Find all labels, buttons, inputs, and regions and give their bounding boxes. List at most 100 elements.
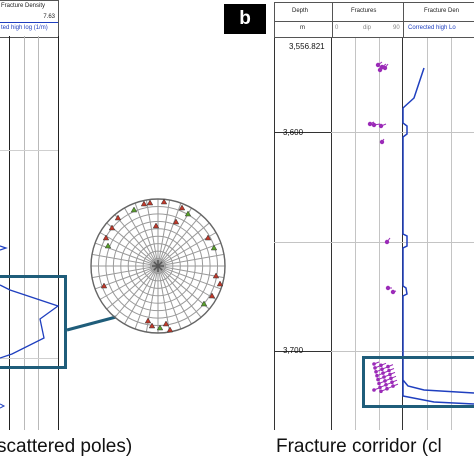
stereonet-spoke <box>124 265 159 325</box>
panel-a-highlight-box <box>0 275 67 369</box>
panel-a-density-lower <box>0 403 6 409</box>
panel-b-units-row: m 0 dip 90 Corrected high Lo <box>274 21 474 38</box>
fracture-density-unit-cell: Corrected high Lo <box>404 21 474 37</box>
fracture-tadpole <box>375 62 381 68</box>
panel-a-header-rule <box>0 22 58 23</box>
stereonet-center-star <box>152 260 164 272</box>
stereonet-pole <box>130 206 138 213</box>
fracture-tadpole <box>373 366 377 370</box>
fracture-tadpole <box>379 139 385 145</box>
stereonet-spoke <box>157 265 210 310</box>
stereonet-pole <box>114 214 122 221</box>
stereonet-spoke <box>91 253 159 267</box>
stereonet-plot <box>90 198 226 334</box>
depth-label-3600: 3,600 <box>283 128 304 137</box>
stereonet-pole <box>172 218 180 225</box>
panel-b-caption: Fracture corridor (cl <box>276 436 442 457</box>
stereonet-spoke <box>157 265 225 279</box>
fracture-tadpole <box>382 65 388 71</box>
stereonet-pole <box>178 204 186 211</box>
fracture-density-header-cell: Fracture Den <box>404 3 474 21</box>
panel-a-caption: scattered poles) <box>0 436 133 457</box>
fracture-tadpole <box>367 121 373 127</box>
fractures-unit-min: 0 <box>335 25 339 31</box>
stereonet-spoke <box>157 265 217 300</box>
stereonet-pole <box>148 322 156 329</box>
stereonet-spoke <box>106 222 159 267</box>
stereonet-spoke <box>91 265 159 279</box>
depth-label-top: 3,556.821 <box>289 42 325 51</box>
stereonet-pole <box>108 224 116 231</box>
fracture-tadpole <box>377 381 381 386</box>
stereonet-spoke <box>124 207 159 267</box>
fractures-unit-mid: dip <box>363 25 372 31</box>
stereonet-spoke <box>134 265 159 330</box>
fracture-tadpole <box>379 389 383 394</box>
stereonet-spoke <box>145 199 159 267</box>
fracture-corridor-highlight-box <box>362 356 474 408</box>
stereonet-pole <box>144 317 152 324</box>
stereonet-pole <box>156 324 164 331</box>
fracture-density-header-label: Fracture Den <box>424 8 460 14</box>
stereonet-pole <box>208 292 216 299</box>
stereonet-spoke <box>134 202 159 267</box>
stereonet-spoke <box>157 265 222 290</box>
stereonet-pole <box>204 234 212 241</box>
stereonet-star-ray <box>153 261 163 271</box>
stereonet-pole <box>184 210 192 217</box>
fracture-tadpole <box>374 370 378 374</box>
stereonet-pole <box>146 199 154 206</box>
panel-a-header: Fracture Density 7.63 ted high log (1/m) <box>0 0 59 38</box>
panel-a-header-value: 7.63 <box>43 14 55 20</box>
fracture-tadpole <box>376 377 380 382</box>
depth-header-cell: Depth <box>275 3 333 21</box>
stereonet-spoke <box>157 265 202 318</box>
fractures-unit-cell: 0 dip 90 <box>333 21 404 37</box>
fracture-tadpole <box>372 388 376 392</box>
stereonet-spoke <box>157 265 192 325</box>
fractures-header-label: Fractures <box>351 8 377 14</box>
fracture-tadpole <box>377 67 383 73</box>
stereonet-spoke <box>114 265 159 318</box>
fracture-tadpole <box>385 285 391 291</box>
stereonet-spoke <box>106 265 159 310</box>
stereonet-pole <box>166 326 174 333</box>
stereonet-outline <box>90 198 226 334</box>
stereonet-grid <box>90 198 226 334</box>
stereonet-spoke <box>157 265 171 333</box>
stereonet-spoke <box>157 222 210 267</box>
stereonet-spoke <box>99 232 159 267</box>
depth-header-label: Depth <box>292 8 309 14</box>
stereonet-spoke <box>157 202 182 267</box>
stereonet-pole <box>160 198 168 205</box>
fracture-tadpole <box>378 123 384 129</box>
depth-unit: m <box>300 25 305 31</box>
panel-a: Fracture Density 7.63 ted high log (1/m)… <box>0 0 240 457</box>
panel-a-header-title: Fracture Density <box>1 3 46 9</box>
stereonet-spoke <box>157 207 192 267</box>
stereonet-spoke <box>157 265 182 330</box>
stereonet-spoke <box>94 265 159 290</box>
depth-label-3700: 3,700 <box>283 346 304 355</box>
panel-a-density-curve <box>0 284 60 359</box>
depth-unit-cell: m <box>275 21 333 37</box>
stereonet-spoke <box>157 199 171 267</box>
stereonet-spoke <box>157 214 202 267</box>
stereonet-pole <box>210 244 218 251</box>
fracture-tadpole <box>390 289 396 295</box>
fracture-tadpole <box>375 373 379 378</box>
panel-a-log-track <box>0 36 60 430</box>
stereonet-pole <box>140 200 148 207</box>
fractures-header-cell: Fractures <box>333 3 404 21</box>
panel-a-density-blip <box>0 245 8 251</box>
panel-b-tracks <box>274 38 474 430</box>
stereonet-spoke <box>99 265 159 300</box>
panel-b-header-row: Depth Fractures Fracture Den <box>274 2 474 22</box>
stereonet-spoke <box>114 214 159 267</box>
panel-b-log: Depth Fractures Fracture Den m 0 dip 90 … <box>274 0 474 430</box>
stereonet-pole <box>212 272 220 279</box>
fracture-tadpole <box>371 122 377 128</box>
stereonet-pole <box>216 280 224 287</box>
fractures-unit-max: 90 <box>393 25 400 31</box>
panel-a-header-track-label: ted high log (1/m) <box>1 25 48 31</box>
